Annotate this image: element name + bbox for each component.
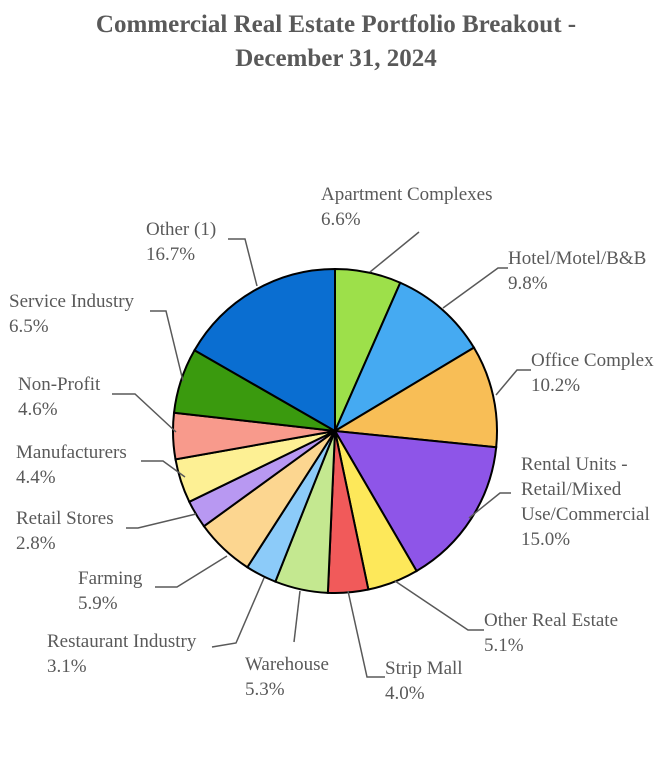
slice-name: Warehouse [245, 654, 329, 675]
leader-line-hotel-motel-b-b [442, 267, 508, 309]
slice-percent: 10.2% [531, 375, 580, 396]
slice-name: Service Industry [9, 291, 135, 312]
pie-slice-rental-units-retail-mixed-use-commercial [333, 429, 498, 573]
slice-percent: 9.8% [508, 273, 548, 294]
slice-name: Other Real Estate [484, 610, 618, 631]
leader-line-rental-units-retail-mixed-use-commercial [468, 492, 511, 519]
slice-name: Farming [78, 568, 143, 589]
pie-slice-other-1 [193, 267, 336, 433]
slice-percent: 15.0% [521, 529, 570, 550]
slice-percent: 6.6% [321, 209, 361, 230]
slice-name: Strip Mall [385, 658, 463, 679]
slice-name: Apartment Complexes [321, 184, 493, 205]
slice-label-other-real-estate: Other Real Estate 5.1% [484, 610, 618, 656]
slice-name: Other (1) [146, 219, 216, 240]
chart-title-line-1: Commercial Real Estate Portfolio Breakou… [95, 11, 577, 38]
leader-line-warehouse [293, 590, 301, 643]
slice-label-warehouse: Warehouse 5.3% [245, 654, 329, 700]
slice-percent: 5.1% [484, 635, 524, 656]
leader-line-non-profit [112, 393, 177, 433]
pie-slice-hotel-motel-b-b [332, 281, 476, 434]
slice-percent: 2.8% [16, 533, 56, 554]
slice-percent: 5.9% [78, 593, 118, 614]
slice-label-rental-units-retail-mixed-use-commercial: Rental Units - Retail/Mixed Use/Commercial… [521, 454, 650, 550]
slice-label-retail-stores: Retail Stores 2.8% [16, 508, 114, 554]
slice-name: Use/Commercial [521, 504, 650, 525]
leader-line-strip-mall [347, 590, 385, 678]
slice-percent: 4.0% [385, 683, 425, 704]
slice-percent: 4.4% [16, 467, 56, 488]
slice-label-service-industry: Service Industry 6.5% [9, 291, 135, 337]
leader-line-farming [155, 555, 228, 588]
leader-line-service-industry [150, 310, 184, 382]
slice-name: Manufacturers [16, 442, 127, 463]
slice-name: Retail Stores [16, 508, 114, 529]
slice-name: Office Complex [531, 350, 654, 371]
slice-label-other-1: Other (1) 16.7% [146, 219, 216, 265]
leader-line-manufacturers [141, 460, 186, 478]
leader-line-other-real-estate [394, 580, 484, 631]
leader-line-other-1 [228, 238, 258, 287]
slice-name: Restaurant Industry [47, 631, 197, 652]
leader-line-office-complex [495, 369, 531, 396]
slice-name: Rental Units - [521, 454, 628, 475]
slice-name: Non-Profit [18, 374, 101, 395]
slice-label-non-profit: Non-Profit 4.6% [18, 374, 101, 420]
slice-label-farming: Farming 5.9% [78, 568, 143, 614]
slice-label-strip-mall: Strip Mall 4.0% [385, 658, 463, 704]
slice-label-apartment-complexes: Apartment Complexes 6.6% [321, 184, 493, 230]
slice-label-restaurant-industry: Restaurant Industry 3.1% [47, 631, 197, 677]
chart-title-line-2: December 31, 2024 [235, 45, 437, 72]
slice-label-office-complex: Office Complex 10.2% [531, 350, 654, 396]
slice-percent: 3.1% [47, 656, 87, 677]
leader-line-retail-stores [126, 513, 197, 529]
pie-slice-office-complex [331, 346, 498, 449]
leader-line-apartment-complexes [369, 231, 420, 273]
slice-percent: 4.6% [18, 399, 58, 420]
slice-label-hotel-motel-b-b: Hotel/Motel/B&B 9.8% [508, 248, 646, 294]
leader-line-restaurant-industry [211, 577, 265, 648]
chart-title: Commercial Real Estate Portfolio Breakou… [0, 8, 672, 76]
slice-percent: 5.3% [245, 679, 285, 700]
slice-percent: 6.5% [9, 316, 49, 337]
slice-label-manufacturers: Manufacturers 4.4% [16, 442, 127, 488]
slice-name: Hotel/Motel/B&B [508, 248, 646, 269]
slice-name: Retail/Mixed [521, 479, 622, 500]
slice-percent: 16.7% [146, 244, 195, 265]
